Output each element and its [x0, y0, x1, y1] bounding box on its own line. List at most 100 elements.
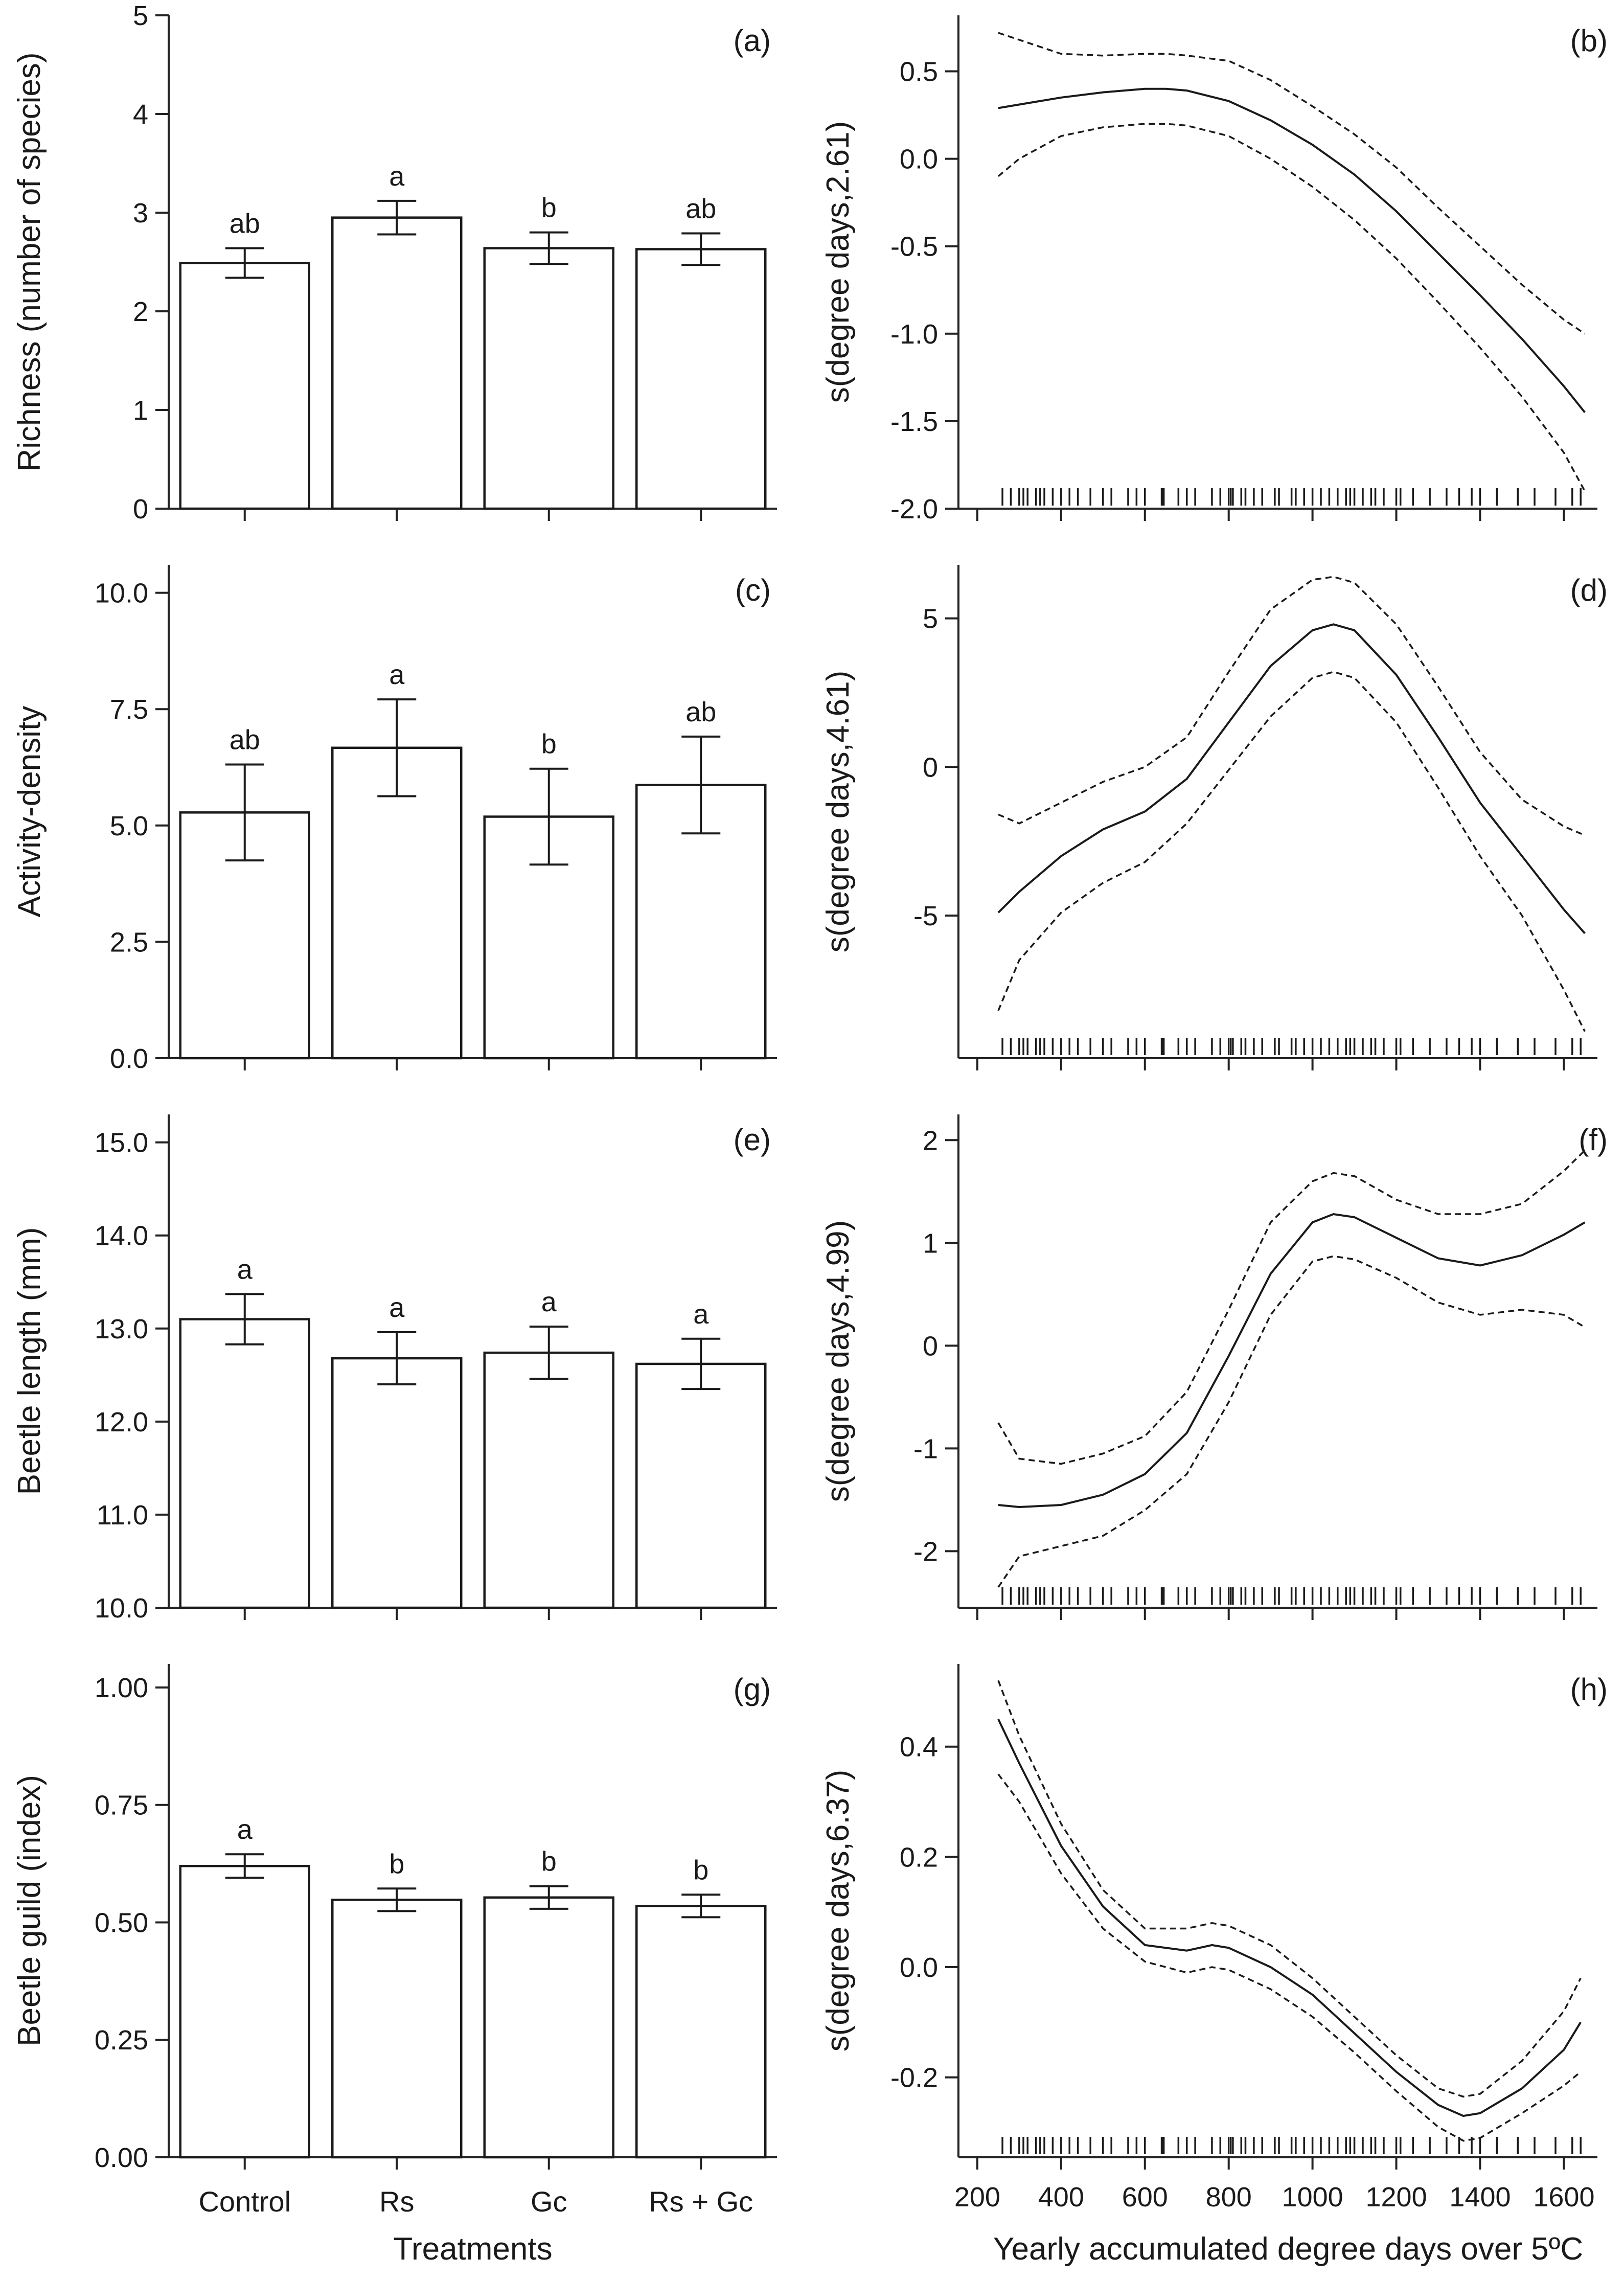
lower-ci-line	[997, 1255, 1586, 1588]
x-tick-label: 400	[1038, 2182, 1084, 2212]
y-tick-label: 0	[923, 752, 938, 783]
y-tick-label: 5	[923, 604, 938, 634]
smooth-panel-d: -5 0 5 s(degree days,4.61) (d)	[820, 565, 1608, 1070]
significance-letter: a	[693, 1299, 709, 1330]
y-tick-label: -0.2	[890, 2063, 938, 2093]
y-axis-label: s(degree days,6.37)	[820, 1770, 856, 2051]
y-tick-label: 0.5	[900, 57, 938, 87]
category-label: Gc	[531, 2185, 567, 2218]
y-tick-label: 1.00	[95, 1673, 148, 1703]
lower-ci-line	[997, 123, 1586, 492]
lower-ci-line	[997, 1773, 1582, 2142]
y-tick-label: 3	[133, 198, 148, 229]
panel-tag: (f)	[1579, 1123, 1608, 1157]
y-tick-label: 7.5	[110, 694, 148, 725]
y-tick-label: 1	[133, 395, 148, 426]
y-tick-label: 11.0	[97, 1500, 148, 1531]
significance-letter: b	[693, 1855, 708, 1885]
bar	[635, 1362, 767, 1609]
smooth-fit-line	[997, 1718, 1582, 2117]
smooth-panel-h: -0.2 0.0 0.2 0.4 200 400 600 800 1000 1200 1400 160…	[820, 1664, 1608, 2267]
x-tick-label: 1400	[1449, 2182, 1511, 2212]
bar	[331, 216, 463, 510]
y-tick-label: 0.0	[110, 1043, 148, 1074]
significance-letter: a	[541, 1287, 557, 1317]
y-tick-label: 15.0	[95, 1128, 148, 1158]
x-tick-label: 200	[954, 2182, 1000, 2212]
y-tick-label: 5.0	[110, 811, 148, 841]
y-tick-label: 1	[923, 1228, 938, 1259]
smooth-fit-line	[998, 1213, 1586, 1509]
y-tick-label: 0	[923, 1331, 938, 1361]
y-axis-label: Richness (number of species)	[12, 52, 47, 471]
y-tick-label: -5	[913, 901, 938, 931]
y-axis-label: Activity-density	[12, 706, 47, 917]
y-tick-label: 2.5	[110, 927, 148, 957]
y-tick-label: 10.0	[95, 578, 148, 609]
y-tick-label: -2.0	[890, 494, 938, 524]
significance-letter: b	[389, 1849, 404, 1879]
bar	[635, 248, 767, 510]
bar	[331, 746, 463, 1060]
y-tick-label: 13.0	[95, 1314, 148, 1344]
y-tick-label: 10.0	[95, 1593, 148, 1624]
y-tick-label: 0	[133, 494, 148, 524]
panel-tag: (d)	[1570, 573, 1608, 607]
y-axis-label: Beetle guild (index)	[12, 1775, 47, 2046]
y-tick-label: 0.0	[900, 1952, 938, 1983]
y-tick-label: -0.5	[890, 232, 938, 262]
bar-panel-g: 0.00 0.25 0.50 0.75 1.00 Beetle guild (index)…	[12, 1664, 777, 2267]
y-axis-label: s(degree days,2.61)	[820, 121, 856, 403]
significance-letter: ab	[230, 208, 260, 239]
significance-letter: ab	[685, 194, 716, 224]
x-tick-label: 1600	[1533, 2182, 1594, 2212]
y-tick-label: 0.50	[95, 1907, 148, 1938]
panel-tag: (h)	[1570, 1672, 1608, 1706]
bar-panel-e: 10.0 11.0 12.0 13.0 14.0 15.0 Beetle length (m…	[12, 1114, 777, 1624]
significance-letter: a	[237, 1254, 253, 1285]
x-axis-label: Yearly accumulated degree days over 5ºC	[993, 2231, 1583, 2267]
bar	[635, 1905, 767, 2159]
significance-letter: ab	[685, 697, 716, 727]
significance-letter: ab	[230, 725, 260, 756]
smooth-fit-line	[998, 87, 1586, 414]
upper-ci-line	[998, 32, 1586, 335]
x-tick-label: 1000	[1282, 2182, 1343, 2212]
significance-letter: b	[541, 1846, 557, 1877]
panel-tag: (a)	[734, 24, 771, 58]
bar	[331, 1899, 463, 2159]
y-tick-label: 0.2	[900, 1842, 938, 1873]
smooth-panel-b: -2.0 -1.5 -1.0 -0.5 0.0 0.5 s(degree days,2.61…	[820, 15, 1608, 524]
panel-tag: (b)	[1570, 24, 1608, 58]
x-tick-label: 800	[1206, 2182, 1252, 2212]
y-tick-label: -1	[913, 1433, 938, 1464]
category-label: Rs + Gc	[649, 2185, 753, 2218]
significance-letter: a	[237, 1814, 253, 1845]
x-tick-label: 600	[1122, 2182, 1168, 2212]
category-label: Rs	[379, 2185, 414, 2218]
bar	[331, 1357, 463, 1609]
panel-tag: (c)	[735, 573, 771, 607]
bar	[179, 1318, 310, 1609]
upper-ci-line	[997, 1680, 1582, 2098]
y-tick-label: 0.4	[900, 1732, 938, 1763]
x-axis-label: Treatments	[393, 2231, 552, 2267]
panel-tag: (e)	[734, 1123, 771, 1157]
y-axis-label: s(degree days,4.99)	[820, 1220, 856, 1502]
smooth-panel-f: -2 -1 0 1 2 s(degree days,4.99) (f)	[820, 1114, 1608, 1620]
upper-ci-line	[998, 576, 1586, 836]
y-tick-label: 0.25	[95, 2025, 148, 2056]
significance-letter: a	[389, 659, 405, 690]
y-tick-label: -1.0	[890, 319, 938, 350]
y-tick-label: 2	[923, 1125, 938, 1156]
bar	[179, 262, 310, 510]
significance-letter: a	[389, 161, 405, 192]
bar	[483, 247, 614, 510]
y-tick-label: 0.0	[900, 144, 938, 175]
y-tick-label: 0.75	[95, 1790, 148, 1821]
lower-ci-line	[997, 671, 1586, 1032]
y-tick-label: 4	[133, 99, 148, 130]
category-label: Control	[198, 2185, 291, 2218]
